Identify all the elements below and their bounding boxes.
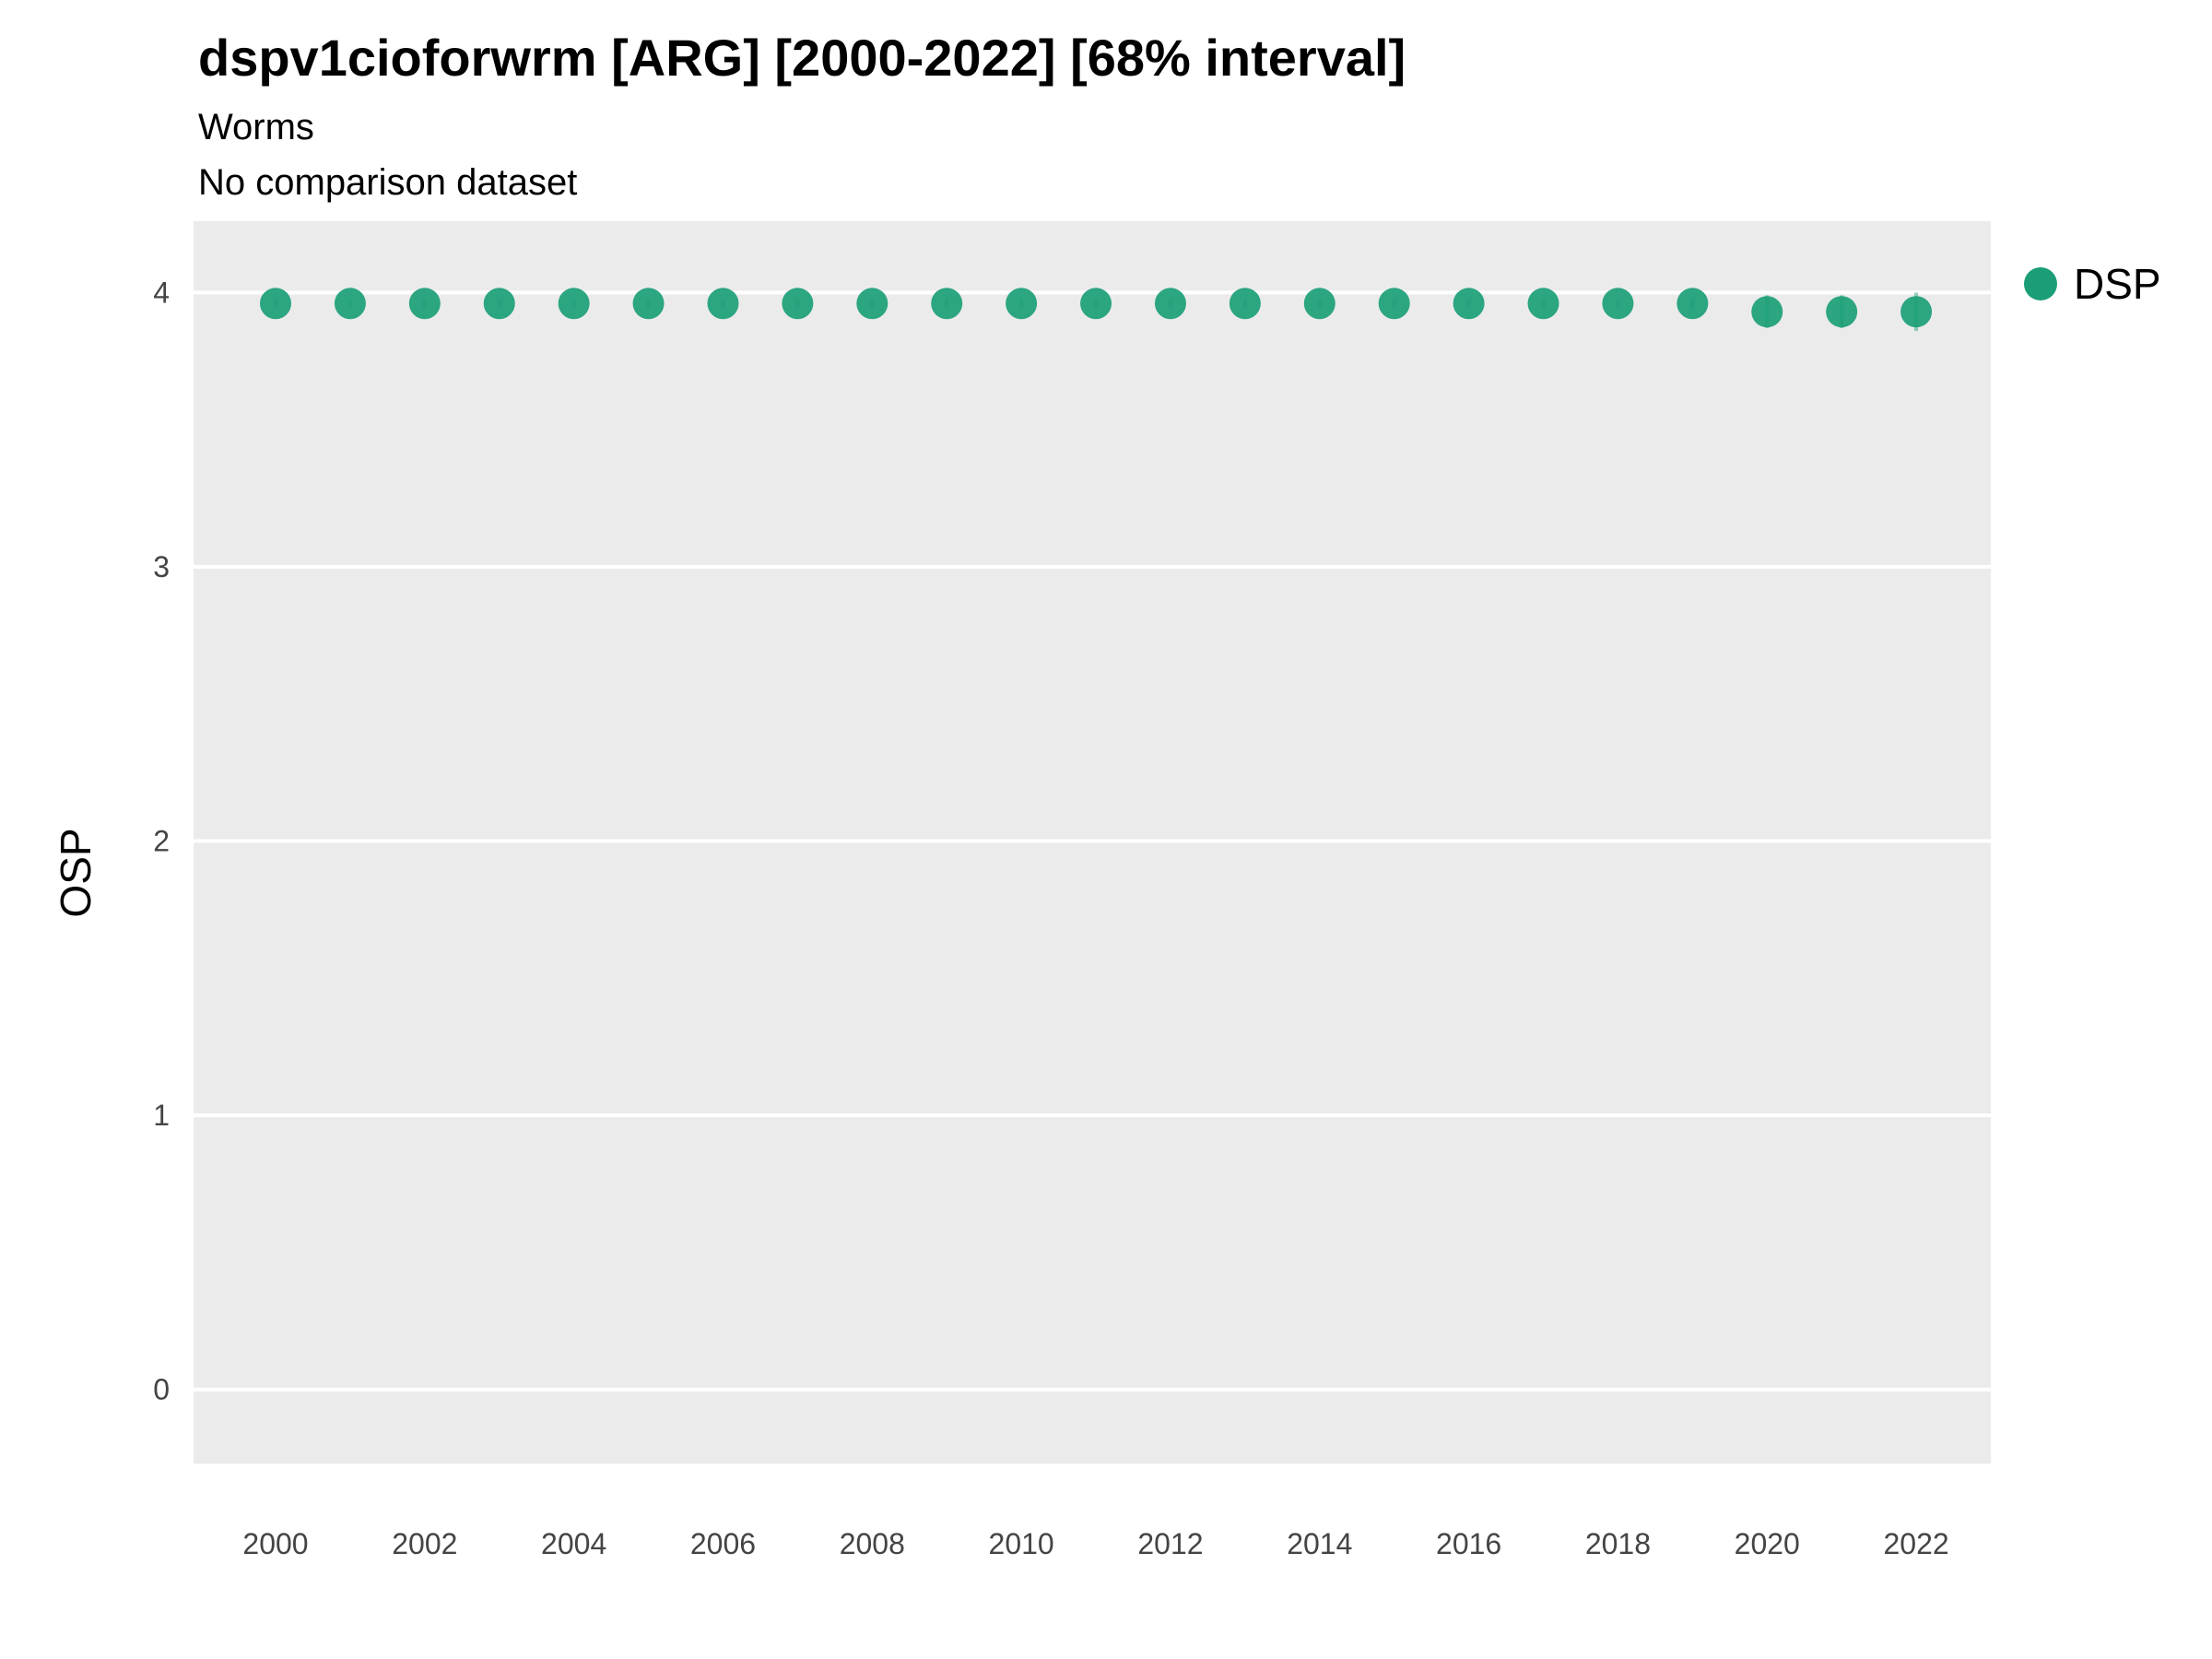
y-tick-label: 0	[153, 1373, 170, 1406]
data-point	[1453, 288, 1485, 320]
y-tick-label: 4	[153, 276, 170, 309]
legend-marker-dsp	[2024, 267, 2057, 300]
y-tick-label: 1	[153, 1099, 170, 1132]
x-tick-label: 2012	[1137, 1527, 1203, 1560]
x-tick-label: 2000	[242, 1527, 308, 1560]
data-point	[1677, 288, 1709, 320]
data-point	[483, 288, 515, 320]
x-tick-label: 2006	[690, 1527, 756, 1560]
x-tick-label: 2008	[840, 1527, 905, 1560]
chart-title: dspv1cioforwrm [ARG] [2000-2022] [68% in…	[198, 29, 1406, 87]
legend-label-dsp: DSP	[2074, 260, 2161, 308]
data-point	[1006, 288, 1038, 320]
y-tick-label: 3	[153, 550, 170, 583]
data-point	[707, 288, 739, 320]
x-tick-label: 2014	[1287, 1527, 1352, 1560]
data-point	[931, 288, 963, 320]
data-point	[1751, 296, 1783, 328]
data-point	[1154, 288, 1186, 320]
data-point	[1080, 288, 1112, 320]
data-point	[1378, 288, 1410, 320]
data-point	[334, 288, 366, 320]
data-point	[1229, 288, 1261, 320]
data-point	[856, 288, 888, 320]
x-tick-label: 2010	[989, 1527, 1054, 1560]
data-point	[1826, 296, 1858, 328]
data-point	[1602, 288, 1634, 320]
legend: DSP	[2024, 259, 2161, 309]
data-point	[632, 288, 665, 320]
data-point	[1900, 296, 1933, 328]
x-tick-label: 2004	[541, 1527, 606, 1560]
x-tick-label: 2022	[1883, 1527, 1948, 1560]
x-tick-label: 2018	[1585, 1527, 1651, 1560]
x-tick-label: 2002	[392, 1527, 457, 1560]
comparison-note: No comparison dataset	[198, 162, 578, 203]
data-point	[1527, 288, 1559, 320]
y-tick-label: 2	[153, 825, 170, 858]
data-point	[782, 288, 814, 320]
x-tick-label: 2016	[1436, 1527, 1501, 1560]
data-point	[408, 288, 441, 320]
data-point	[1303, 288, 1335, 320]
x-tick-label: 2020	[1735, 1527, 1800, 1560]
chart-subtitle: Worms	[198, 107, 314, 147]
data-point	[558, 288, 590, 320]
data-point	[260, 288, 292, 320]
